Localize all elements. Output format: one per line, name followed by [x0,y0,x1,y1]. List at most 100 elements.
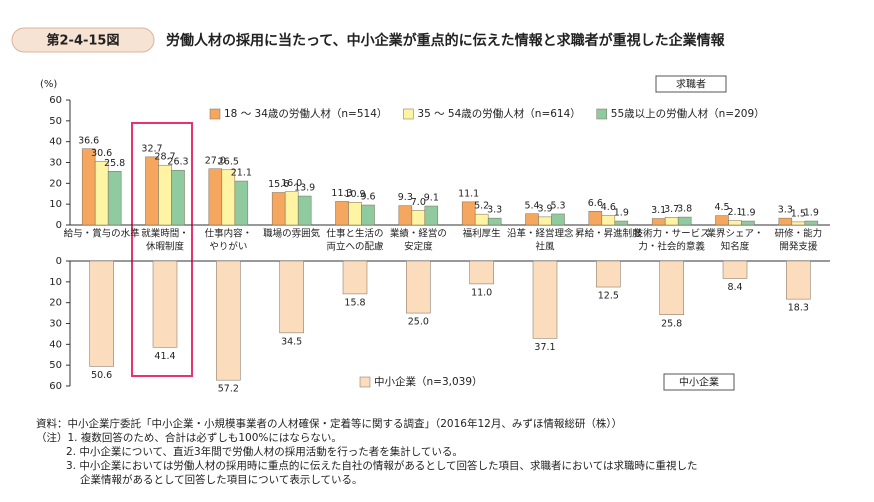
y-tick-label: 60 [49,95,62,106]
note: 2. 中小企業について、直近3年間で労働人材の採用活動を行った者を集計している。 [66,445,463,458]
bar [348,202,362,226]
bar [461,201,476,226]
value-label: 1.9 [614,208,629,219]
legend-label: 55歳以上の労働人材（n=209） [611,107,765,120]
panel-label-box [663,373,735,391]
x-tick-label: 開発支援 [779,241,818,253]
value-label: 4.5 [714,202,729,213]
value-label: 16.0 [281,178,302,189]
bar [89,260,114,367]
bar [406,260,431,314]
bar [715,215,729,226]
value-label: 37.1 [534,342,555,353]
value-label: 28.7 [154,152,175,163]
bar [532,260,558,339]
value-label: 30.6 [91,148,112,159]
figure-title: 労働人材の採用に当たって、中小企業が重点的に伝えた情報と求職者が重視した企業情報 [166,32,726,49]
value-label: 32.7 [141,143,162,154]
value-label: 6.6 [588,198,603,209]
bar [474,213,489,226]
note: 企業情報があるとして回答した項目について表示している。 [80,473,363,486]
y-tick-label: 50 [49,360,62,371]
bar [284,191,299,226]
x-tick-label: 沿革・経営理念・ [507,228,583,240]
bar [398,205,413,226]
bar [525,213,539,226]
note: 3. 中小企業においては労働人材の採用時に重点的に伝えた自社の情報があるとして回… [66,459,698,472]
bar [791,221,806,226]
value-label: 10.9 [344,189,365,200]
legend-label: 18 ～ 34歳の労働人材（n=514） [224,107,387,120]
bar [342,260,368,295]
value-label: 18.3 [788,303,809,314]
figure-label-box [11,27,155,53]
bar [728,220,742,226]
value-label: 9.1 [424,193,439,204]
value-label: 57.2 [218,384,239,395]
y-tick-label: 40 [49,137,62,148]
bar [145,156,159,226]
x-tick-label: 就業時間・ [141,228,189,240]
value-label: 2.1 [727,207,742,218]
y-tick-label: 20 [49,178,62,189]
note: （注）1. 複数回答のため、合計は必ずしも100%にはならない。 [36,431,342,444]
bar [778,217,793,226]
bar [551,213,565,226]
x-tick-label: 業績・経営の [390,228,447,240]
bar [361,204,375,226]
x-tick-label: 両立への配慮 [326,241,384,253]
bar [741,220,755,226]
y-tick-label: 60 [49,381,62,392]
value-label: 25.0 [408,317,429,328]
x-tick-label: 知名度 [721,241,750,253]
value-label: 25.8 [661,318,682,329]
bar [335,201,349,226]
x-tick-label: 休暇制度 [146,241,185,253]
value-label: 5.2 [474,201,489,212]
bar [614,220,629,226]
value-label: 13.9 [294,183,315,194]
x-tick-label: 福利厚生 [463,228,502,240]
x-tick-label: 給与・賞与の水準 [64,228,141,240]
value-label: 3.3 [778,205,793,216]
note: 資料：中小企業庁委託「中小企業・小規模事業者の人材確保・定着等に関する調査」（2… [36,417,622,430]
bar [297,195,312,226]
bar [722,260,748,279]
bar [804,220,819,226]
bar [538,216,552,226]
value-label: 11.3 [331,188,352,199]
value-label: 11.0 [471,287,492,298]
legend-label: 中小企業（n=3,039） [374,375,483,388]
bar [216,260,241,381]
value-label: 21.1 [231,168,252,179]
value-label: 25.8 [104,158,125,169]
x-tick-label: 業界シェア・ [706,228,763,240]
highlight-box [131,122,193,377]
y-tick-label: 40 [49,339,62,350]
value-label: 1.9 [740,208,755,219]
x-tick-label: 職場の雰囲気 [263,228,321,240]
y-tick-label: 50 [49,116,62,127]
y-tick-label: 30 [49,158,62,169]
value-label: 3.1 [651,205,666,216]
value-label: 1.5 [791,208,806,219]
y-tick-label: 10 [49,199,62,210]
panel-label-box [655,75,727,93]
bar [107,171,122,226]
figure-label: 第2-4-15図 [47,33,120,49]
legend-swatch [209,108,221,120]
value-label: 26.5 [218,156,239,167]
legend-swatch [403,108,414,120]
value-label: 5.4 [524,200,539,211]
value-label: 3.9 [537,203,552,214]
bar [659,260,684,315]
bar [601,215,616,226]
value-label: 9.3 [398,192,413,203]
y-unit: (%) [40,79,57,90]
value-label: 15.8 [344,297,365,308]
value-label: 3.8 [677,204,692,215]
bar [469,260,494,285]
y-tick-label: 0 [56,220,62,231]
bar [94,161,109,226]
